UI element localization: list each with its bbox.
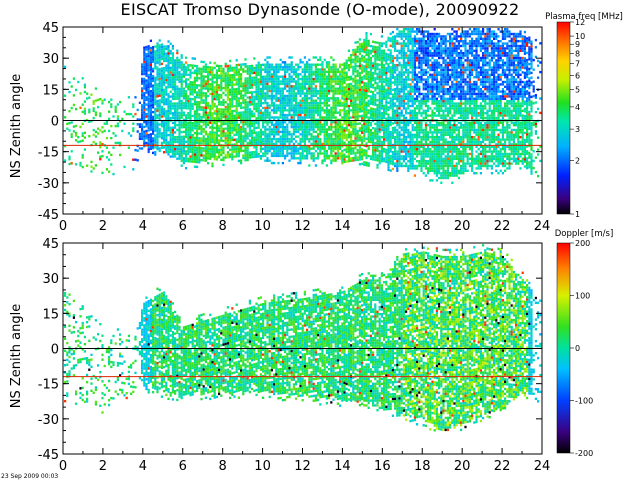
y-tick-label: -45	[38, 448, 59, 463]
y-tick-label: 45	[42, 237, 59, 252]
x-tick-label: 16	[374, 219, 391, 234]
x-tick-label: 0	[59, 459, 67, 474]
figure-title: EISCAT Tromso Dynasonde (O-mode), 200909…	[120, 0, 520, 19]
x-tick-label: 16	[374, 459, 391, 474]
y-tick-label: 45	[42, 21, 59, 36]
x-tick-label: 0	[59, 219, 67, 234]
bottom-echo-cells	[64, 244, 542, 432]
x-tick-label: 10	[254, 459, 271, 474]
bottom-x-ticks: 0 2 4 6 8 10 12 14 16 18 20 22 24	[59, 243, 550, 474]
x-tick-label: 10	[254, 219, 271, 234]
colorbar-tick-label: 4	[575, 103, 580, 112]
y-tick-label: 15	[42, 83, 59, 98]
top-y-axis-label: NS Zenith angle	[9, 74, 24, 178]
top-colorbar-label: Plasma freq [MHz]	[545, 12, 623, 22]
top-echo-cells	[64, 28, 542, 184]
x-tick-label: 6	[179, 459, 187, 474]
x-tick-label: 2	[99, 459, 107, 474]
colorbar-tick-label: 8	[575, 49, 580, 58]
x-tick-label: 2	[99, 219, 107, 234]
bottom-colorbar-label: Doppler [m/s]	[555, 229, 614, 239]
x-tick-label: 24	[534, 219, 551, 234]
x-tick-label: 22	[494, 219, 511, 234]
x-tick-label: 8	[219, 219, 227, 234]
y-tick-label: -15	[38, 378, 59, 393]
y-tick-label: 15	[42, 307, 59, 322]
x-tick-label: 14	[334, 219, 351, 234]
colorbar-tick-label: -200	[575, 449, 593, 458]
x-tick-label: 12	[294, 459, 311, 474]
colorbar-tick-label: 12	[575, 18, 585, 27]
x-tick-label: 4	[139, 459, 147, 474]
top-reference-lines	[63, 120, 542, 146]
top-colorbar	[556, 21, 571, 215]
colorbar-tick-label: 3	[575, 125, 580, 134]
colorbar-tick-label: -100	[575, 397, 593, 406]
footer-timestamp: 23 Sep 2009 00:03	[1, 473, 58, 480]
x-tick-label: 24	[534, 459, 551, 474]
bottom-reference-lines	[63, 348, 542, 378]
y-tick-label: -45	[38, 208, 59, 223]
colorbar-tick-label: 100	[575, 292, 590, 301]
colorbar-tick-label: 9	[575, 40, 580, 49]
top-y-ticks: 45 30 15 0 -15 -30 -45	[38, 21, 542, 223]
colorbar-tick-label: 1	[575, 210, 580, 219]
top-x-ticks: 0 2 4 6 8 10 12 14 16 18 20 22 24	[59, 27, 550, 234]
x-tick-label: 18	[414, 459, 431, 474]
colorbar-tick-label: 7	[575, 60, 580, 69]
x-tick-label: 20	[454, 219, 471, 234]
colorbar-tick-label: 200	[575, 239, 590, 248]
colorbar-tick-label: 2	[575, 156, 580, 165]
y-tick-label: -30	[38, 177, 59, 192]
colorbar-tick-label: 5	[575, 86, 580, 95]
colorbar-tick-label: 10	[575, 32, 585, 41]
bottom-colorbar-ticks: 200 100 0 -100 -200	[570, 239, 593, 458]
bottom-y-axis-label: NS Zenith angle	[9, 304, 24, 408]
x-tick-label: 4	[139, 219, 147, 234]
x-tick-label: 20	[454, 459, 471, 474]
y-tick-label: 30	[42, 272, 59, 287]
y-tick-label: 0	[51, 115, 59, 130]
x-tick-label: 8	[219, 459, 227, 474]
bottom-y-ticks: 45 30 15 0 -15 -30 -45	[38, 237, 542, 463]
colorbar-tick-label: 6	[575, 72, 580, 81]
colorbar-tick-label: 0	[575, 344, 580, 353]
y-tick-label: 30	[42, 52, 59, 67]
x-tick-label: 6	[179, 219, 187, 234]
x-tick-label: 18	[414, 219, 431, 234]
x-tick-label: 12	[294, 219, 311, 234]
x-tick-label: 22	[494, 459, 511, 474]
bottom-colorbar	[556, 242, 571, 454]
y-tick-label: -30	[38, 413, 59, 428]
y-tick-label: -15	[38, 146, 59, 161]
x-tick-label: 14	[334, 459, 351, 474]
y-tick-label: 0	[51, 343, 59, 358]
